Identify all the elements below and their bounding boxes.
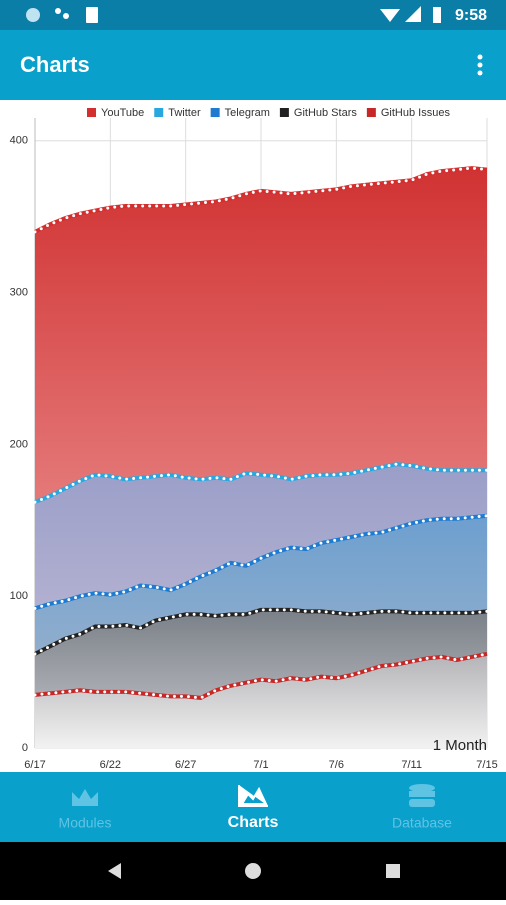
home-button[interactable] — [245, 863, 261, 879]
x-tick-label: 7/15 — [476, 759, 497, 771]
nav-label: Modules — [59, 815, 112, 831]
status-icon — [63, 13, 69, 19]
y-tick-label: 400 — [10, 135, 28, 147]
area — [35, 653, 487, 748]
line-dots — [33, 166, 489, 234]
recents-button[interactable] — [386, 864, 400, 878]
status-bar — [0, 0, 506, 30]
status-icon — [86, 7, 98, 23]
nav-database[interactable]: Database — [392, 784, 452, 831]
status-time: 9:58 — [455, 7, 487, 24]
line — [34, 462, 487, 504]
legend-label: Telegram — [225, 107, 270, 119]
y-tick-label: 0 — [22, 742, 28, 754]
line-dots — [33, 514, 489, 610]
nav-label: Database — [392, 815, 452, 831]
legend-swatch — [154, 108, 164, 117]
legend-swatch — [87, 108, 96, 117]
line-dots — [33, 652, 489, 700]
x-tick-label: 6/22 — [100, 759, 121, 771]
legend-label: Twitter — [168, 107, 201, 119]
nav-charts[interactable]: Charts — [228, 785, 279, 831]
app-bar — [0, 30, 506, 100]
legend-label: GitHub Issues — [381, 107, 451, 119]
x-tick-label: 6/27 — [175, 759, 196, 771]
status-icon — [26, 8, 40, 22]
annotation: 1 Month — [433, 737, 487, 754]
battery-icon — [433, 7, 441, 23]
legend-label: GitHub Stars — [294, 107, 357, 119]
line — [34, 607, 488, 656]
x-tick-label: 7/1 — [253, 759, 268, 771]
y-tick-label: 300 — [10, 286, 28, 298]
menu-button[interactable] — [477, 54, 483, 76]
legend-swatch — [210, 108, 220, 117]
x-tick-label: 7/6 — [329, 759, 344, 771]
nav-modules[interactable]: Modules — [59, 789, 112, 831]
nav-label: Charts — [228, 814, 279, 831]
app-title: Charts — [20, 52, 90, 77]
legend-swatch — [279, 108, 289, 117]
status-icon — [55, 8, 61, 14]
back-button[interactable] — [108, 863, 121, 879]
x-tick-label: 6/17 — [24, 759, 45, 771]
y-tick-label: 200 — [10, 438, 28, 450]
legend-label: YouTube — [101, 107, 144, 119]
signal-icon — [405, 6, 421, 22]
chart: 0 100 200 300 400 6/17 6/22 6/27 7/1 7/6 7/11 7/15 Y… — [10, 107, 498, 771]
y-tick-label: 100 — [10, 590, 28, 602]
wifi-icon — [380, 9, 400, 22]
x-tick-label: 7/11 — [401, 759, 422, 771]
legend-swatch — [366, 108, 376, 117]
